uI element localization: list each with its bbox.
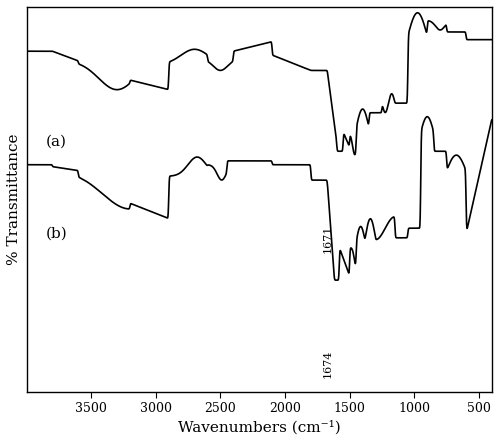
Y-axis label: % Transmittance: % Transmittance [7,133,21,265]
Text: 1671: 1671 [322,225,332,253]
Text: (b): (b) [46,227,68,241]
X-axis label: Wavenumbers (cm⁻¹): Wavenumbers (cm⁻¹) [178,421,340,435]
Text: (a): (a) [46,135,67,149]
Text: 1674: 1674 [322,350,332,378]
